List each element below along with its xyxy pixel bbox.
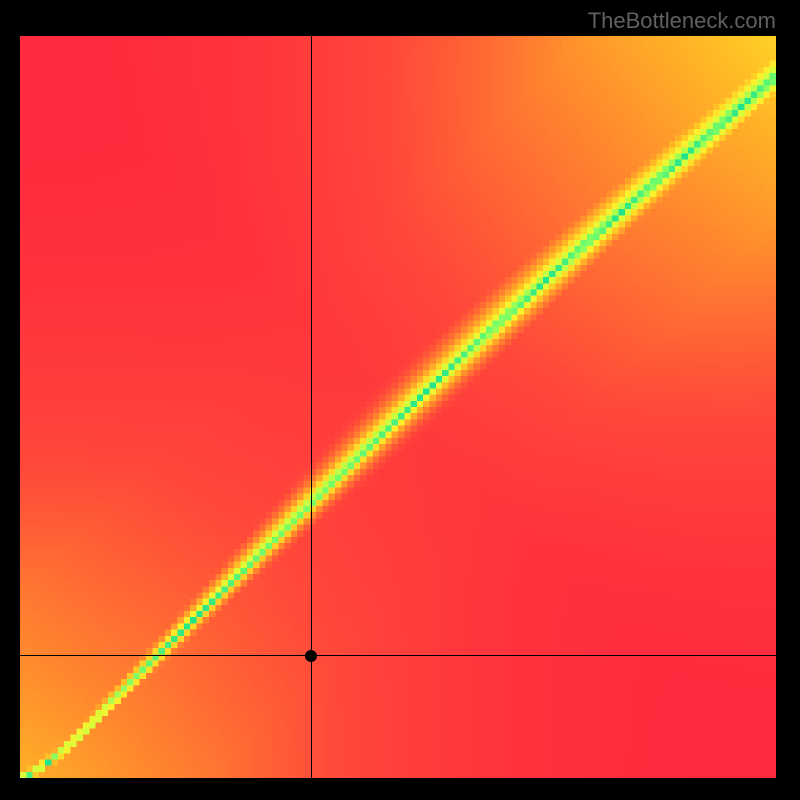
- crosshair-horizontal: [20, 655, 776, 656]
- crosshair-vertical: [311, 36, 312, 778]
- heatmap-canvas-wrap: [20, 36, 776, 778]
- plot-area: [20, 36, 776, 778]
- heatmap-canvas: [20, 36, 776, 778]
- marker-dot: [305, 650, 317, 662]
- branding-watermark: TheBottleneck.com: [588, 8, 776, 34]
- chart-container: TheBottleneck.com: [0, 0, 800, 800]
